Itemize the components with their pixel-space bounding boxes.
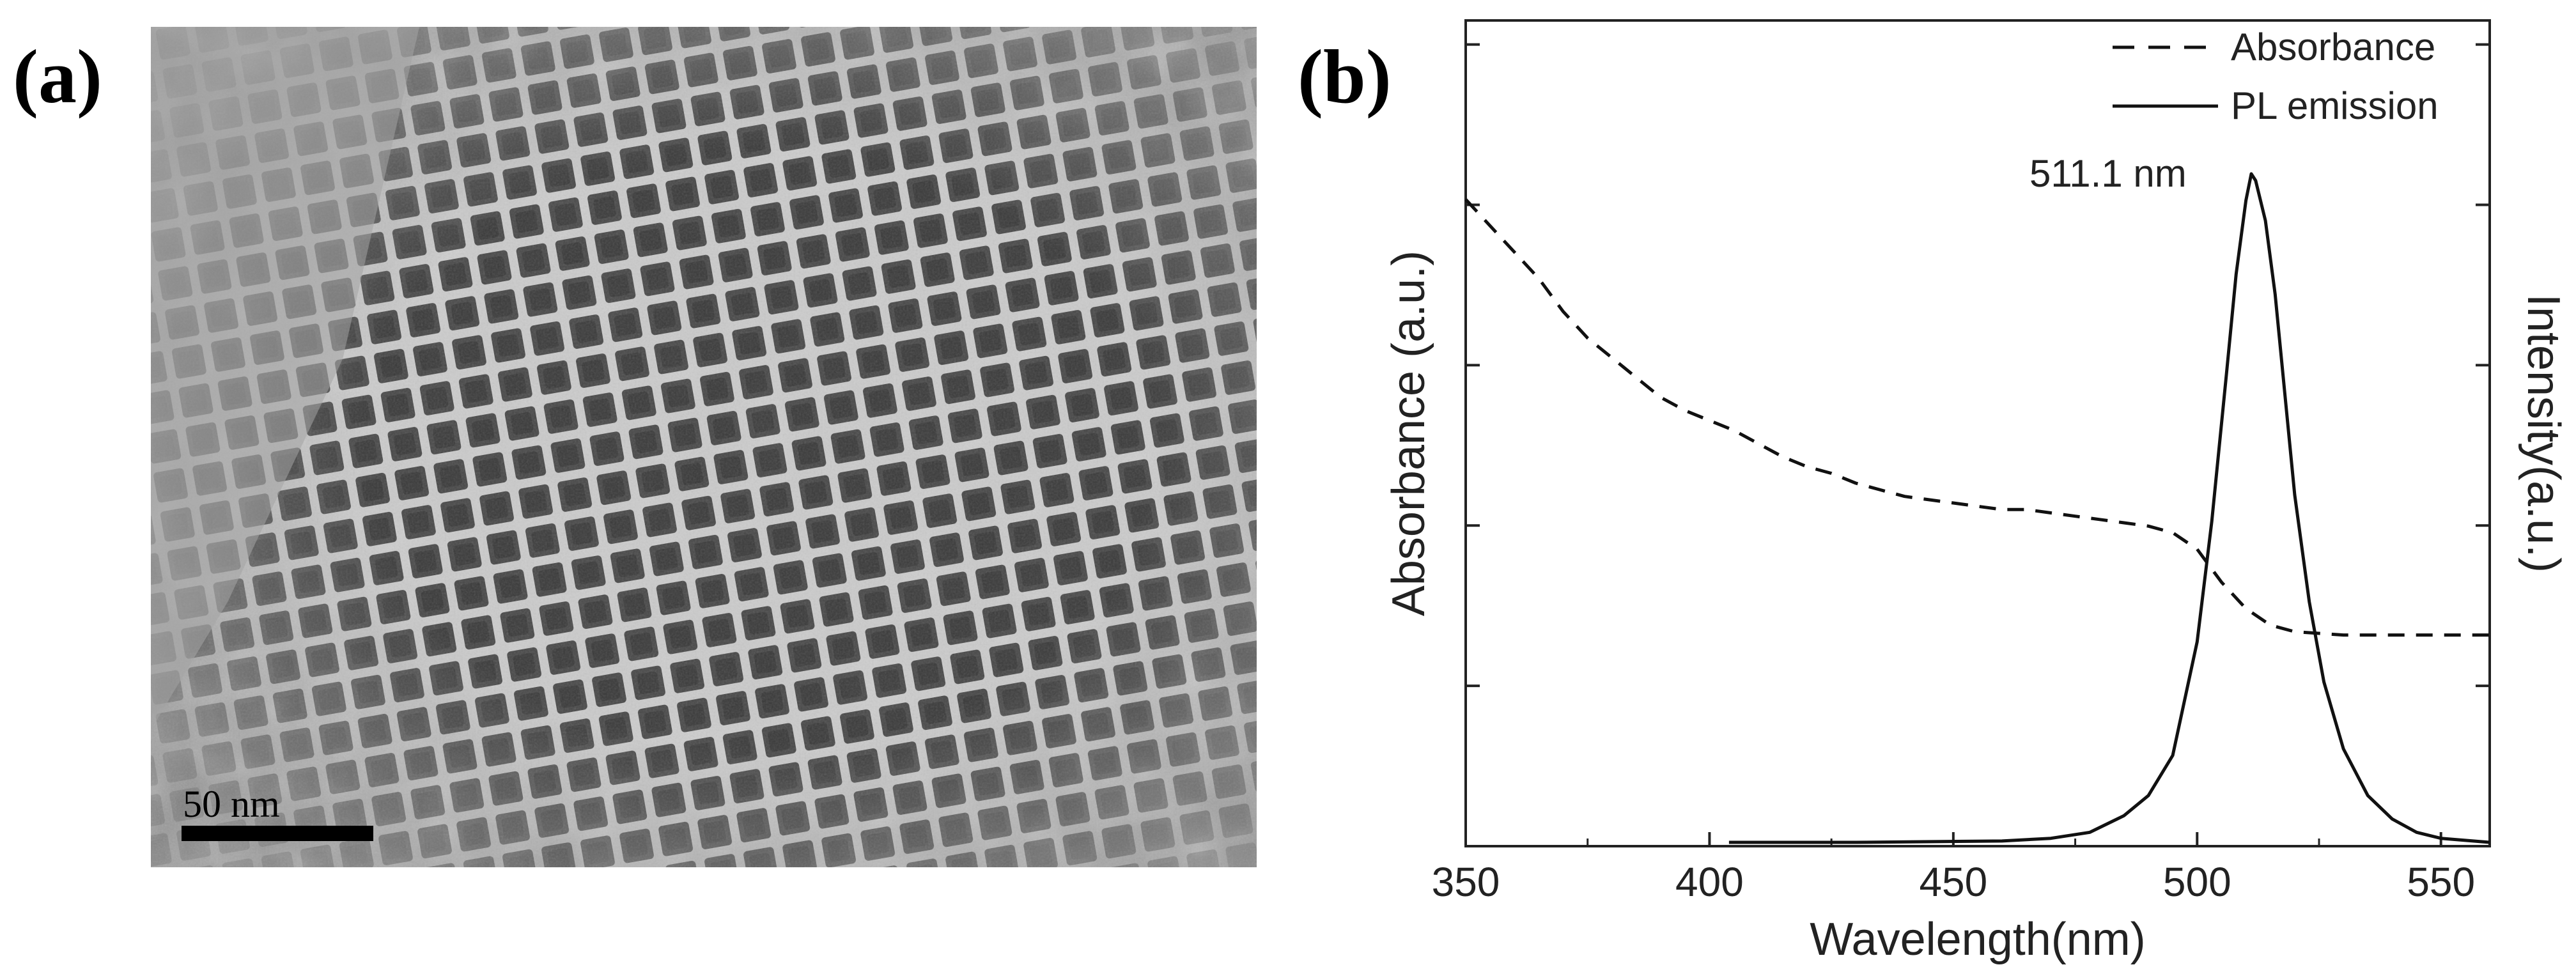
scale-bar: 50 nm [182, 783, 373, 841]
series-line-absorbance [1464, 198, 2490, 637]
peak-annotation: 511.1 nm [2029, 152, 2187, 195]
series-layer [1464, 172, 2490, 844]
series-line-pl-emission [1728, 172, 2490, 844]
x-axis-ticks: 350 400 450 500 550 [1432, 832, 2475, 905]
scale-bar-label: 50 nm [183, 783, 280, 825]
left-axis-ticks [1466, 43, 1480, 847]
x-tick-label-500: 500 [2163, 859, 2231, 905]
panel-b-label: (b) [1298, 34, 1392, 119]
x-tick-label-400: 400 [1675, 859, 1744, 905]
absorbance-pl-chart: 350 400 450 500 550 Wavelength(nm) Absorbanc… [1383, 19, 2569, 965]
legend-absorbance-label: Absorbance [2231, 26, 2435, 68]
right-axis-title: Intensity(a.u.) [2518, 294, 2569, 573]
panel-a-label: (a) [13, 34, 102, 119]
x-tick-label-550: 550 [2407, 859, 2475, 905]
x-tick-label-350: 350 [1432, 859, 1500, 905]
x-tick-label-450: 450 [1919, 859, 1987, 905]
tem-image: 50 nm [151, 27, 1257, 867]
legend: Absorbance PL emission [2113, 26, 2439, 127]
x-axis-title: Wavelength(nm) [1810, 914, 2146, 965]
right-axis-ticks [2476, 43, 2490, 847]
plot-frame [1464, 19, 2491, 847]
left-axis-title: Absorbance (a.u.) [1383, 251, 1434, 616]
legend-pl-label: PL emission [2231, 84, 2439, 127]
